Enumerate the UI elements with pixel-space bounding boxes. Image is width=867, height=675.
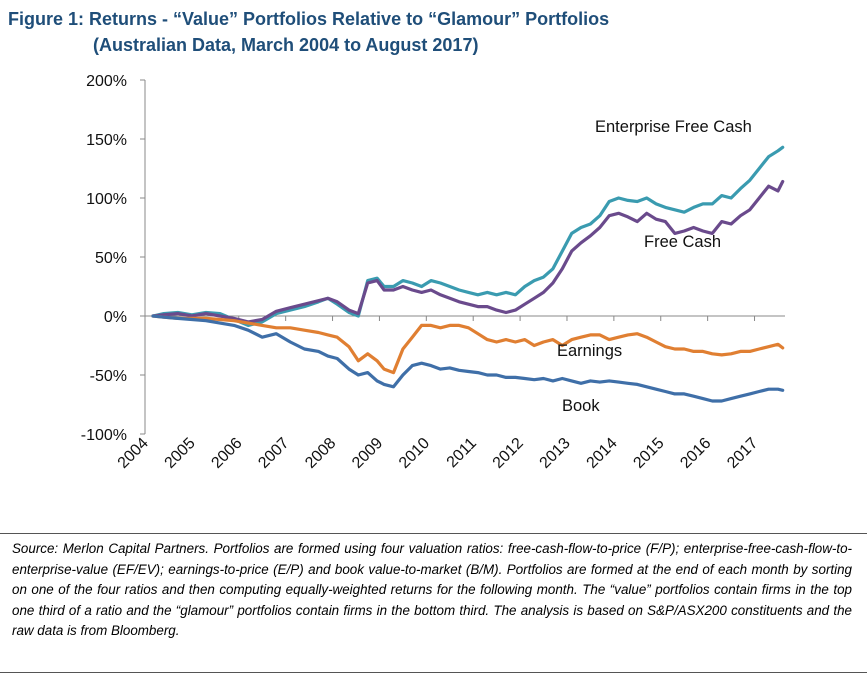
divider-top bbox=[0, 533, 867, 534]
series-line-earnings bbox=[151, 314, 785, 375]
y-tick-label: 0% bbox=[104, 309, 127, 326]
figure-title-line-1: Figure 1: Returns - “Value” Portfolios R… bbox=[8, 9, 610, 29]
x-tick-label: 2006 bbox=[208, 435, 245, 472]
series-label-enterprise-free-cash: Enterprise Free Cash bbox=[595, 118, 752, 136]
series-line-book bbox=[151, 314, 785, 403]
x-tick-label: 2014 bbox=[584, 435, 621, 472]
x-tick-label: 2009 bbox=[349, 435, 386, 472]
x-tick-label: 2007 bbox=[255, 435, 292, 472]
x-tick-label: 2011 bbox=[444, 435, 480, 471]
y-tick-label: 100% bbox=[86, 191, 127, 208]
series-label-earnings: Earnings bbox=[557, 342, 622, 360]
series-label-free-cash: Free Cash bbox=[644, 233, 721, 251]
figure-title-line-2: (Australian Data, March 2004 to August 2… bbox=[93, 35, 479, 55]
series-lines bbox=[151, 145, 785, 403]
y-tick-label: 200% bbox=[86, 73, 127, 90]
x-tick-label: 2005 bbox=[162, 435, 199, 472]
x-tick-label: 2010 bbox=[396, 435, 433, 472]
x-tick-label: 2017 bbox=[724, 435, 761, 472]
figure-title: Figure 1: Returns - “Value” Portfolios R… bbox=[8, 6, 858, 58]
y-tick-label: -50% bbox=[90, 368, 127, 385]
series-line-free-cash bbox=[151, 179, 785, 324]
y-axis: -100% -50% 0% 50% 100% 150% 200% bbox=[81, 73, 146, 444]
x-tick-label: 2013 bbox=[537, 435, 574, 472]
y-tick-label: 150% bbox=[86, 132, 127, 149]
series-labels: Enterprise Free Cash Free Cash Earnings Boo… bbox=[557, 118, 752, 415]
series-label-book: Book bbox=[562, 397, 600, 415]
source-note: Source: Merlon Capital Partners. Portfol… bbox=[12, 541, 852, 638]
divider-bottom bbox=[0, 672, 867, 673]
y-tick-label: 50% bbox=[95, 250, 127, 267]
series-line-enterprise-free-cash bbox=[151, 145, 785, 327]
y-tick-label: -100% bbox=[81, 427, 127, 444]
x-tick-label: 2008 bbox=[302, 435, 339, 472]
x-tick-label: 2015 bbox=[630, 435, 667, 472]
x-tick-label: 2016 bbox=[677, 435, 714, 472]
returns-line-chart: -100%-50%0%50%100%150%200% 2004 2005 2006 2… bbox=[81, 73, 785, 472]
x-tick-label: 2012 bbox=[490, 435, 527, 472]
